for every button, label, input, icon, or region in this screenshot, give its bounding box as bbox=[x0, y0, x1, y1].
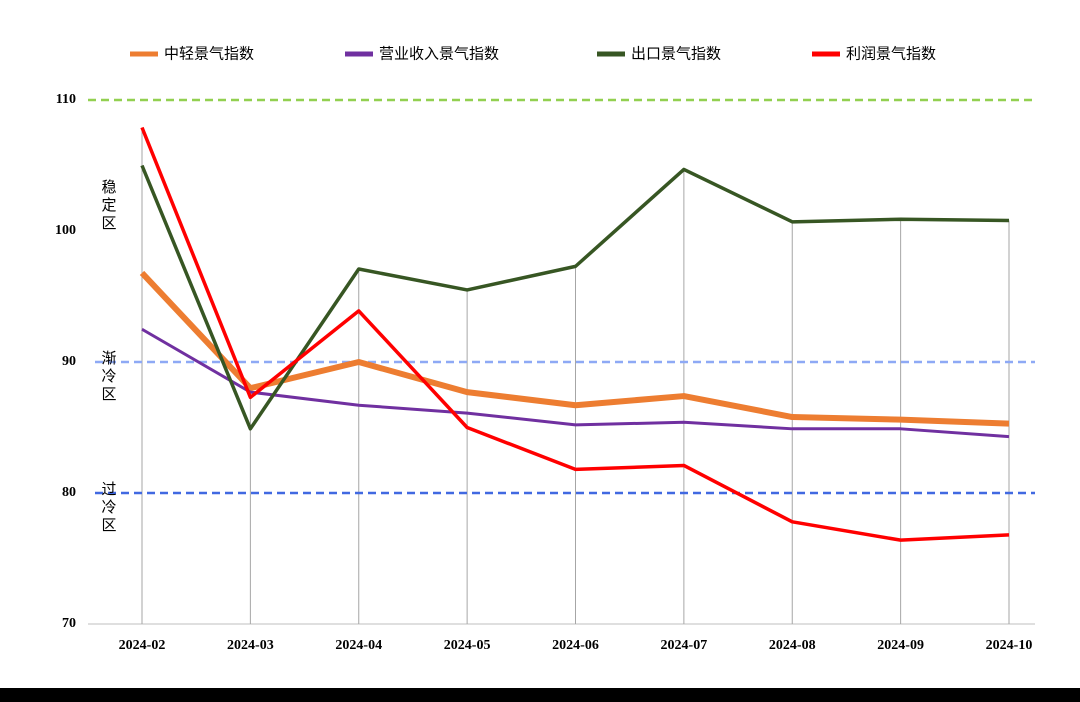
x-tick-label: 2024-06 bbox=[552, 638, 599, 653]
zone-label: 渐冷区 bbox=[100, 350, 118, 404]
y-tick-label: 90 bbox=[62, 354, 76, 369]
x-tick-label: 2024-03 bbox=[227, 638, 274, 653]
legend-label: 中轻景气指数 bbox=[164, 45, 254, 63]
x-tick-label: 2024-05 bbox=[444, 638, 491, 653]
x-tick-label: 2024-04 bbox=[335, 638, 382, 653]
y-tick-label: 80 bbox=[62, 485, 76, 500]
y-tick-label: 70 bbox=[62, 616, 76, 631]
y-tick-label: 100 bbox=[55, 223, 76, 238]
zone-label: 稳定区 bbox=[100, 179, 118, 233]
series-line bbox=[140, 164, 1010, 431]
zone-label: 过冷区 bbox=[100, 481, 118, 535]
x-tick-label: 2024-07 bbox=[661, 638, 708, 653]
x-tick-label: 2024-08 bbox=[769, 638, 816, 653]
legend-label: 营业收入景气指数 bbox=[379, 45, 499, 63]
x-tick-label: 2024-09 bbox=[877, 638, 924, 653]
series-line bbox=[141, 327, 1010, 439]
series-line bbox=[140, 126, 1010, 542]
y-tick-label: 110 bbox=[56, 92, 76, 107]
series-line bbox=[139, 270, 1010, 427]
x-tick-label: 2024-02 bbox=[119, 638, 166, 653]
legend-label: 出口景气指数 bbox=[631, 45, 721, 63]
x-tick-label: 2024-10 bbox=[986, 638, 1033, 653]
bottom-bar bbox=[0, 688, 1080, 702]
legend-label: 利润景气指数 bbox=[846, 45, 936, 63]
